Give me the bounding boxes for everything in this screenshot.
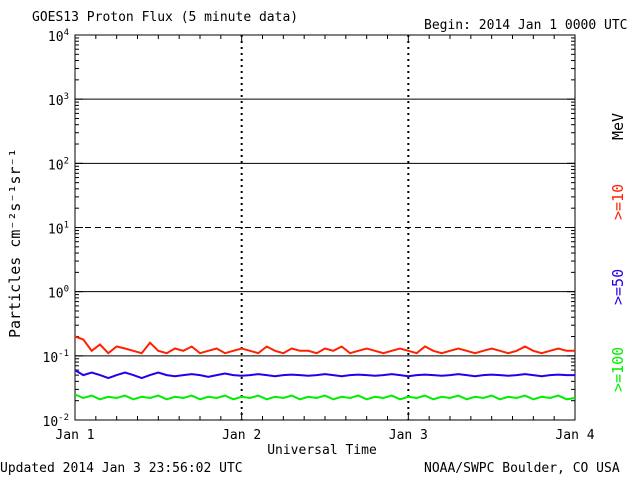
legend-ge100: >=100 bbox=[609, 346, 627, 392]
chart-title: GOES13 Proton Flux (5 minute data) bbox=[32, 10, 299, 25]
y-tick-label: 100 bbox=[48, 285, 69, 302]
y-tick-label: 10-1 bbox=[43, 349, 70, 366]
y-axis-label: Particles cm⁻²s⁻¹sr⁻¹ bbox=[6, 148, 24, 338]
y-tick-label: 104 bbox=[48, 28, 69, 45]
series-ge50-line bbox=[74, 369, 575, 380]
y-tick-label: 101 bbox=[48, 221, 69, 238]
x-tick-label: Jan 4 bbox=[555, 428, 594, 443]
y-tick-label: 10-2 bbox=[43, 413, 70, 430]
legend-ge50: >=50 bbox=[609, 268, 627, 305]
x-tick-label: Jan 3 bbox=[389, 428, 428, 443]
y-tick-label: 103 bbox=[48, 92, 69, 109]
credit-label: NOAA/SWPC Boulder, CO USA bbox=[424, 461, 620, 476]
energy-unit-label: MeV bbox=[609, 112, 627, 140]
legend-ge10: >=10 bbox=[609, 183, 627, 220]
updated-time: Updated 2014 Jan 3 23:56:02 UTC bbox=[0, 461, 243, 476]
begin-time: Begin: 2014 Jan 1 0000 UTC bbox=[424, 18, 628, 33]
series-ge10-line bbox=[74, 335, 575, 355]
x-tick-label: Jan 1 bbox=[55, 428, 94, 443]
series-ge100-line bbox=[74, 393, 576, 401]
y-tick-label: 102 bbox=[48, 156, 69, 173]
x-tick-label: Jan 2 bbox=[222, 428, 261, 443]
x-axis-label: Universal Time bbox=[267, 443, 377, 458]
